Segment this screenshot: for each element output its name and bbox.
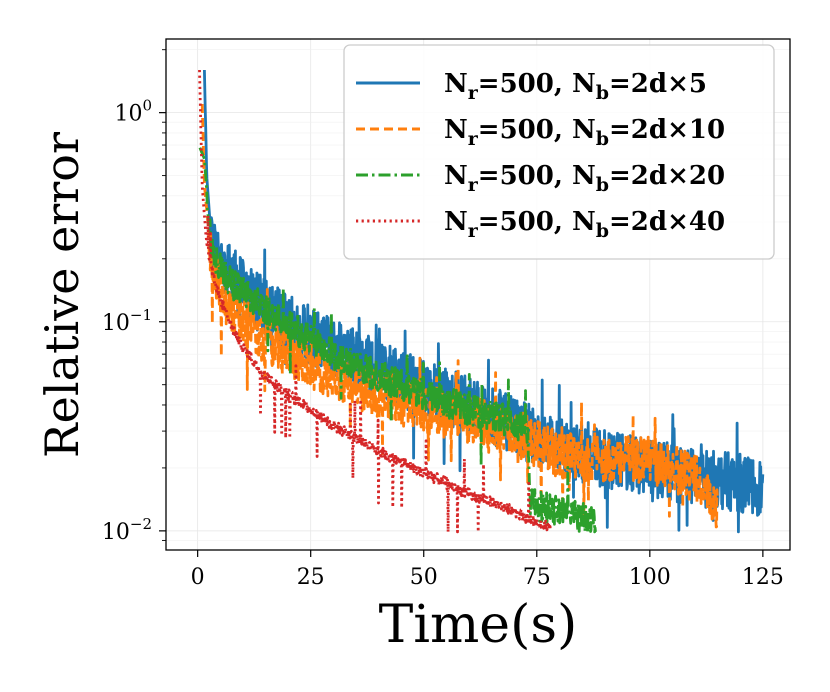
y-axis-title: Relative error — [35, 132, 89, 458]
legend-label-part: N — [444, 115, 468, 145]
legend-label-part: =500, — [478, 69, 572, 99]
legend-label-part: b — [596, 174, 609, 196]
legend-label-1: Nr=500, Nb=2d×5 — [444, 69, 707, 104]
series-line-4 — [198, 69, 552, 534]
plot-frame — [165, 38, 791, 551]
x-tick-label: 25 — [297, 565, 325, 590]
legend-label-part: =500, — [478, 115, 572, 145]
legend-label-part: N — [444, 207, 468, 237]
legend-label-part: =2d×40 — [609, 207, 725, 237]
legend-label-part: N — [572, 207, 596, 237]
y-tick-label: 10−1 — [102, 306, 152, 336]
y-tick-exponent: −1 — [130, 306, 152, 324]
legend-label-part: N — [572, 161, 596, 191]
x-tick-label: 0 — [191, 565, 205, 590]
y-tick-exponent: −2 — [130, 515, 152, 533]
legend-label-part: =500, — [478, 161, 572, 191]
legend-label-part: b — [596, 128, 609, 150]
y-tick-exponent: 0 — [142, 97, 152, 115]
legend-label-2: Nr=500, Nb=2d×10 — [444, 115, 725, 150]
series-line-3 — [198, 147, 597, 534]
legend-label-part: =2d×5 — [609, 69, 707, 99]
x-tick-label: 125 — [742, 565, 784, 590]
y-tick-label: 10−2 — [102, 515, 152, 545]
legend-label-part: b — [596, 220, 609, 242]
legend-label-part: r — [468, 174, 479, 196]
x-tick-label: 100 — [629, 565, 671, 590]
legend-label-part: =500, — [478, 207, 572, 237]
legend-label-3: Nr=500, Nb=2d×20 — [444, 161, 725, 196]
y-tick-label: 100 — [114, 97, 152, 127]
y-tick-base: 10 — [102, 520, 130, 545]
legend-label-part: =2d×10 — [609, 115, 725, 145]
legend-label-part: r — [468, 128, 479, 150]
legend-label-part: =2d×20 — [609, 161, 725, 191]
legend-box — [343, 44, 775, 260]
x-tick-label: 50 — [410, 565, 438, 590]
legend-label-part: N — [572, 115, 596, 145]
legend-label-part: r — [468, 220, 479, 242]
y-tick-base: 10 — [102, 311, 130, 336]
legend-label-4: Nr=500, Nb=2d×40 — [444, 207, 725, 242]
legend-label-part: b — [596, 82, 609, 104]
x-axis-title: Time(s) — [379, 595, 578, 655]
legend-label-part: N — [444, 69, 468, 99]
y-tick-base: 10 — [114, 102, 142, 127]
x-tick-label: 75 — [523, 565, 551, 590]
series-layer — [198, 69, 765, 534]
legend-label-part: N — [572, 69, 596, 99]
legend-label-part: r — [468, 82, 479, 104]
legend-label-part: N — [444, 161, 468, 191]
